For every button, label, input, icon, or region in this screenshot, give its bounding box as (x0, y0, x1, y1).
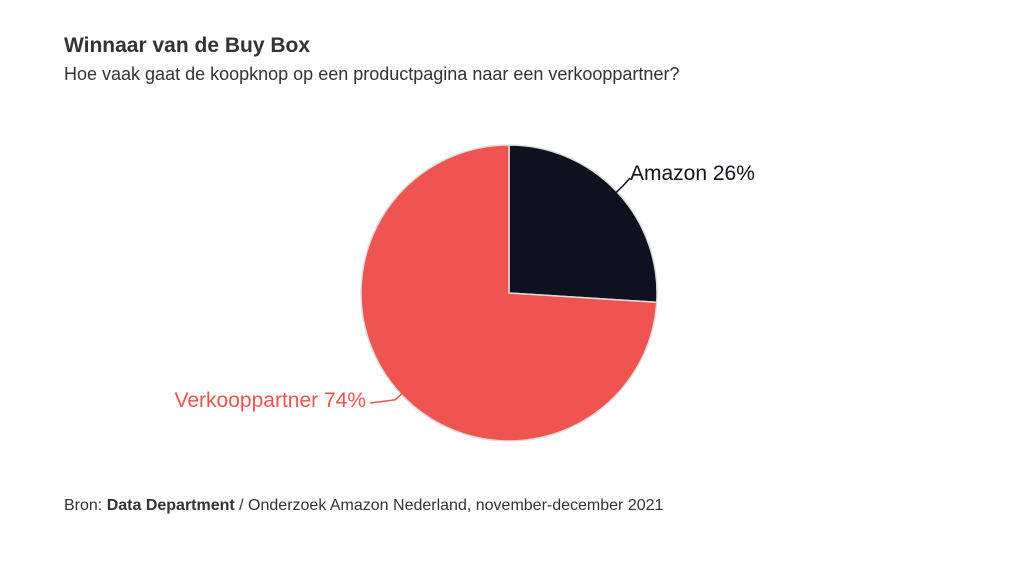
pie-leader-lines (369, 177, 631, 404)
pie-label-verkooppartner: Verkooppartner 74% (175, 389, 366, 412)
chart-subtitle: Hoe vaak gaat de koopknop op een product… (64, 64, 680, 84)
leader-line-verkooppartner (369, 392, 404, 404)
pie-slices (360, 144, 658, 442)
source-note: Bron: Data Department / Onderzoek Amazon… (64, 497, 663, 515)
pie-label-amazon: Amazon 26% (630, 162, 755, 185)
source-prefix: Bron: (64, 497, 107, 514)
leader-line-amazon (614, 177, 631, 194)
pie-labels: Amazon 26% Verkooppartner 74% (175, 162, 755, 412)
source-rest: / Onderzoek Amazon Nederland, november-d… (234, 497, 664, 514)
chart-title: Winnaar van de Buy Box (64, 34, 311, 57)
source-name: Data Department (106, 497, 235, 514)
